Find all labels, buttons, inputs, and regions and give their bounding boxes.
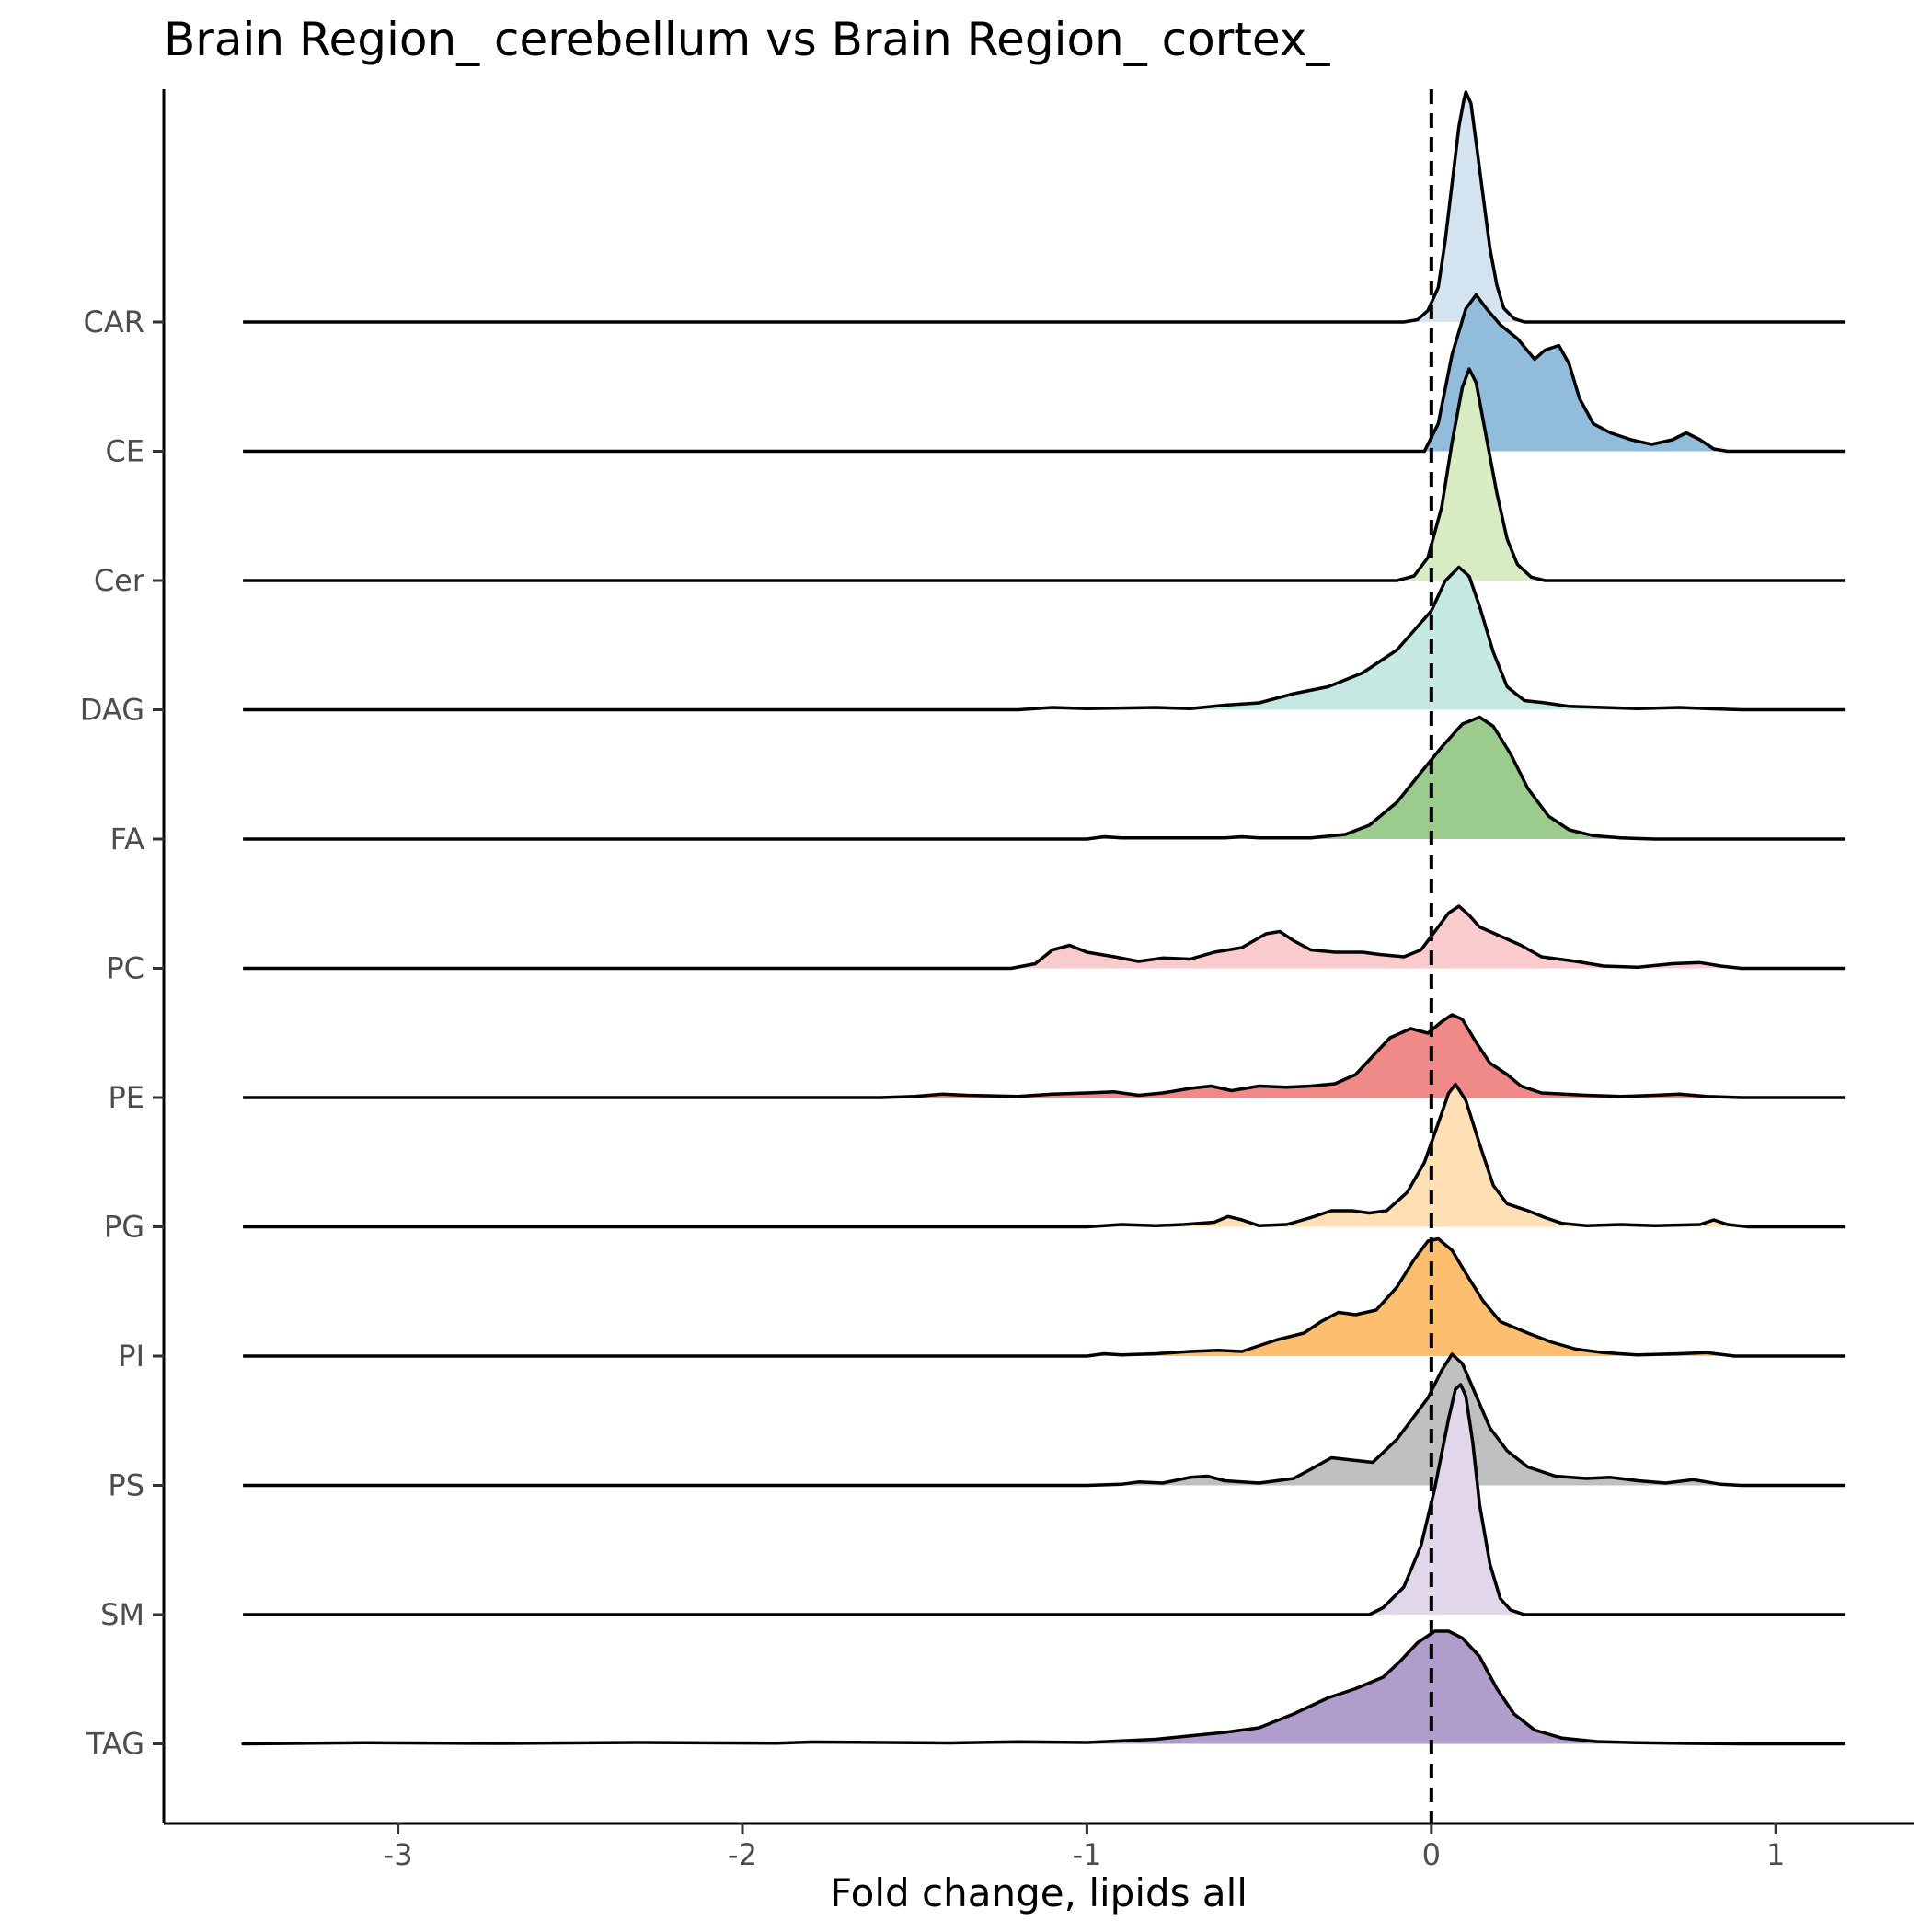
x-tick-label: -3 <box>384 1837 413 1872</box>
ridge-fill <box>1087 1238 1735 1356</box>
ridge-outline <box>243 715 1846 841</box>
chart-title: Brain Region_ cerebellum vs Brain Region… <box>164 13 1330 66</box>
y-tick-label: CE <box>105 434 144 469</box>
ridge-pg <box>243 1082 1846 1229</box>
ridge-fill <box>1369 1385 1524 1615</box>
x-tick-label: -2 <box>728 1837 757 1872</box>
y-tick-label: PE <box>108 1080 144 1115</box>
ridge-tag <box>241 1629 1846 1746</box>
y-tick-label: CAR <box>84 305 144 339</box>
y-tick-label: PS <box>108 1468 144 1503</box>
ridge-dag <box>243 565 1846 712</box>
ridge-outline <box>243 1383 1846 1616</box>
ridge-fill <box>1087 1084 1749 1227</box>
ridge-outline <box>243 565 1846 712</box>
ridge-fill <box>1011 906 1742 969</box>
y-tick-label: PC <box>106 951 144 986</box>
x-tick-label: 0 <box>1422 1837 1441 1872</box>
ridge-ps <box>243 1352 1846 1488</box>
x-axis-ticks: -3 -2 -1 0 1 <box>384 1823 1785 1872</box>
ridge-fill <box>1087 1354 1742 1486</box>
x-axis-label: Fold change, lipids all <box>830 1870 1248 1915</box>
ridge-outline <box>243 367 1846 582</box>
y-tick-label: SM <box>100 1597 144 1632</box>
ridge-fa <box>243 715 1846 841</box>
ridge-fill <box>1424 294 1728 452</box>
ridge-pc <box>243 904 1846 971</box>
ridge-pe <box>243 1013 1846 1099</box>
ridge-fill <box>1087 717 1656 839</box>
ridge-outline <box>243 1352 1846 1488</box>
y-tick-label: DAG <box>80 693 144 728</box>
ridge-outline <box>243 293 1846 454</box>
y-axis-ticks: CAR CE Cer DAG FA PC PE PG PI PS SM TAG <box>80 305 164 1762</box>
ridge-sm <box>243 1383 1846 1616</box>
x-tick-label: -1 <box>1072 1837 1101 1872</box>
ridge-outline <box>243 1236 1846 1358</box>
ridge-ce <box>243 293 1846 454</box>
ridge-cer <box>243 367 1846 582</box>
y-tick-label: TAG <box>86 1727 144 1762</box>
ridge-outline <box>243 904 1846 971</box>
y-tick-label: PG <box>104 1210 144 1245</box>
y-tick-label: FA <box>110 822 144 857</box>
ridge-fill <box>243 1631 1742 1744</box>
ridge-fill <box>1397 369 1546 581</box>
ridge-outline <box>243 90 1846 324</box>
ridges-layer <box>241 90 1846 1746</box>
ridge-pi <box>243 1236 1846 1358</box>
ridge-fill <box>1018 567 1742 710</box>
ridge-outline <box>243 1013 1846 1099</box>
ridge-car <box>243 90 1846 324</box>
x-tick-label: 1 <box>1766 1837 1785 1872</box>
ridge-outline <box>243 1082 1846 1229</box>
ridge-outline <box>241 1629 1846 1746</box>
y-tick-label: Cer <box>94 563 145 598</box>
ridge-fill <box>1403 92 1524 322</box>
y-tick-label: PI <box>118 1339 144 1374</box>
